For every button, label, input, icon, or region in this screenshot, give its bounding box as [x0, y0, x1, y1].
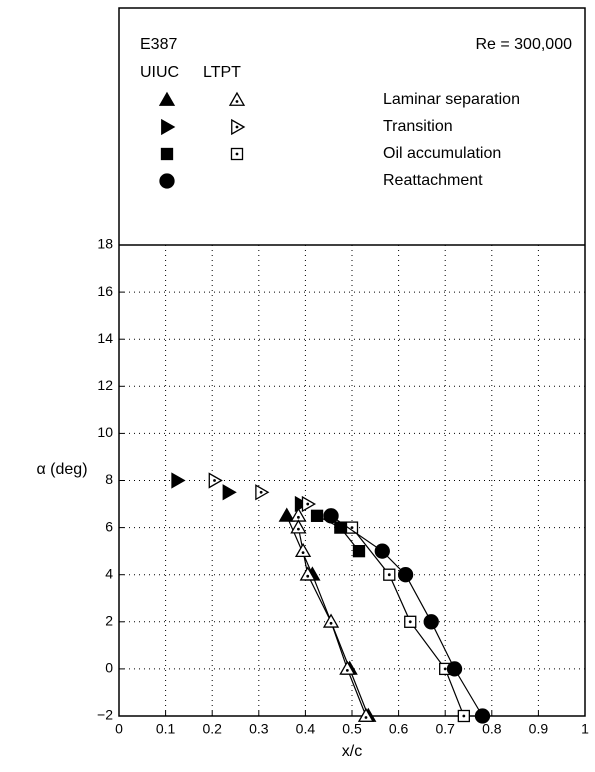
data-point — [222, 484, 237, 501]
x-tick-label: 0.4 — [296, 721, 316, 737]
marker-dot — [350, 526, 354, 529]
data-point — [374, 543, 390, 559]
data-point — [171, 472, 186, 489]
marker-dot — [297, 527, 300, 531]
x-tick-label: 0.8 — [482, 721, 502, 737]
y-axis-label: α (deg) — [36, 461, 87, 478]
marker-dot — [329, 621, 333, 625]
y-tick-label: 18 — [97, 236, 113, 252]
x-axis-label: x/c — [342, 743, 362, 760]
x-tick-label: 0.1 — [156, 721, 176, 737]
marker-dot — [364, 716, 368, 719]
y-tick-label: 8 — [105, 471, 113, 487]
data-point — [299, 566, 316, 581]
frame — [118, 7, 586, 717]
x-tick-label: 0.3 — [249, 721, 269, 737]
marker-dot — [306, 574, 310, 578]
legend-marker — [228, 91, 246, 106]
x-tick-label: 0.7 — [435, 721, 455, 737]
data-point — [310, 509, 324, 522]
x-tick-label: 0.9 — [529, 721, 549, 737]
x-tick-label: 0.2 — [202, 721, 222, 737]
marker-dot — [301, 551, 305, 555]
legend-label: Oil accumulation — [383, 145, 501, 162]
marker-dot — [443, 667, 447, 671]
data-point — [294, 542, 312, 558]
data-point — [334, 521, 347, 534]
data-point — [357, 707, 375, 722]
data-point — [290, 519, 307, 534]
marker-dot — [462, 714, 466, 718]
marker-dot — [235, 100, 239, 103]
data-point — [446, 661, 463, 677]
data-point — [397, 567, 414, 583]
y-tick-label: 2 — [105, 613, 113, 629]
data-point — [278, 507, 295, 522]
marker-dot — [306, 502, 310, 506]
data-point — [323, 508, 339, 524]
legend-marker — [160, 147, 174, 161]
data-point — [339, 660, 356, 675]
y-tick-label: 10 — [97, 424, 113, 440]
marker-dot — [235, 152, 239, 156]
x-tick-label: 1 — [581, 721, 589, 737]
y-tick-label: 6 — [105, 518, 113, 534]
y-tick-label: 16 — [97, 283, 113, 299]
marker-dot — [297, 515, 300, 519]
legend-label: Transition — [383, 118, 453, 135]
x-tick-label: 0 — [115, 721, 123, 737]
marker-dot — [408, 620, 412, 624]
legend-marker — [161, 118, 176, 136]
y-tick-label: 0 — [105, 660, 113, 676]
y-tick-label: 12 — [97, 377, 113, 393]
legend-label: Reattachment — [383, 172, 483, 189]
y-tick-label: 4 — [105, 565, 113, 581]
marker-dot — [213, 479, 216, 482]
data-point — [474, 708, 491, 724]
legend-source: LTPT — [203, 64, 241, 81]
x-tick-label: 0.5 — [342, 721, 362, 737]
data-point — [352, 545, 366, 558]
legend-label: Laminar separation — [383, 91, 520, 108]
y-tick-label: 14 — [97, 330, 113, 346]
data-point — [294, 495, 310, 513]
marker-dot — [345, 669, 349, 672]
legend-marker — [159, 173, 175, 189]
marker-dot — [259, 490, 263, 494]
marker-dot — [387, 573, 391, 577]
data-point — [423, 614, 439, 630]
y-tick-label: −2 — [97, 707, 113, 723]
x-tick-label: 0.6 — [389, 721, 409, 737]
legend-source: UIUC — [140, 64, 179, 81]
legend-subtitle: Re = 300,000 — [475, 36, 572, 53]
legend-marker — [158, 91, 176, 106]
series-line — [330, 515, 483, 717]
data-point — [322, 613, 340, 628]
legend-title: E387 — [140, 36, 177, 53]
marker-dot — [235, 125, 239, 129]
